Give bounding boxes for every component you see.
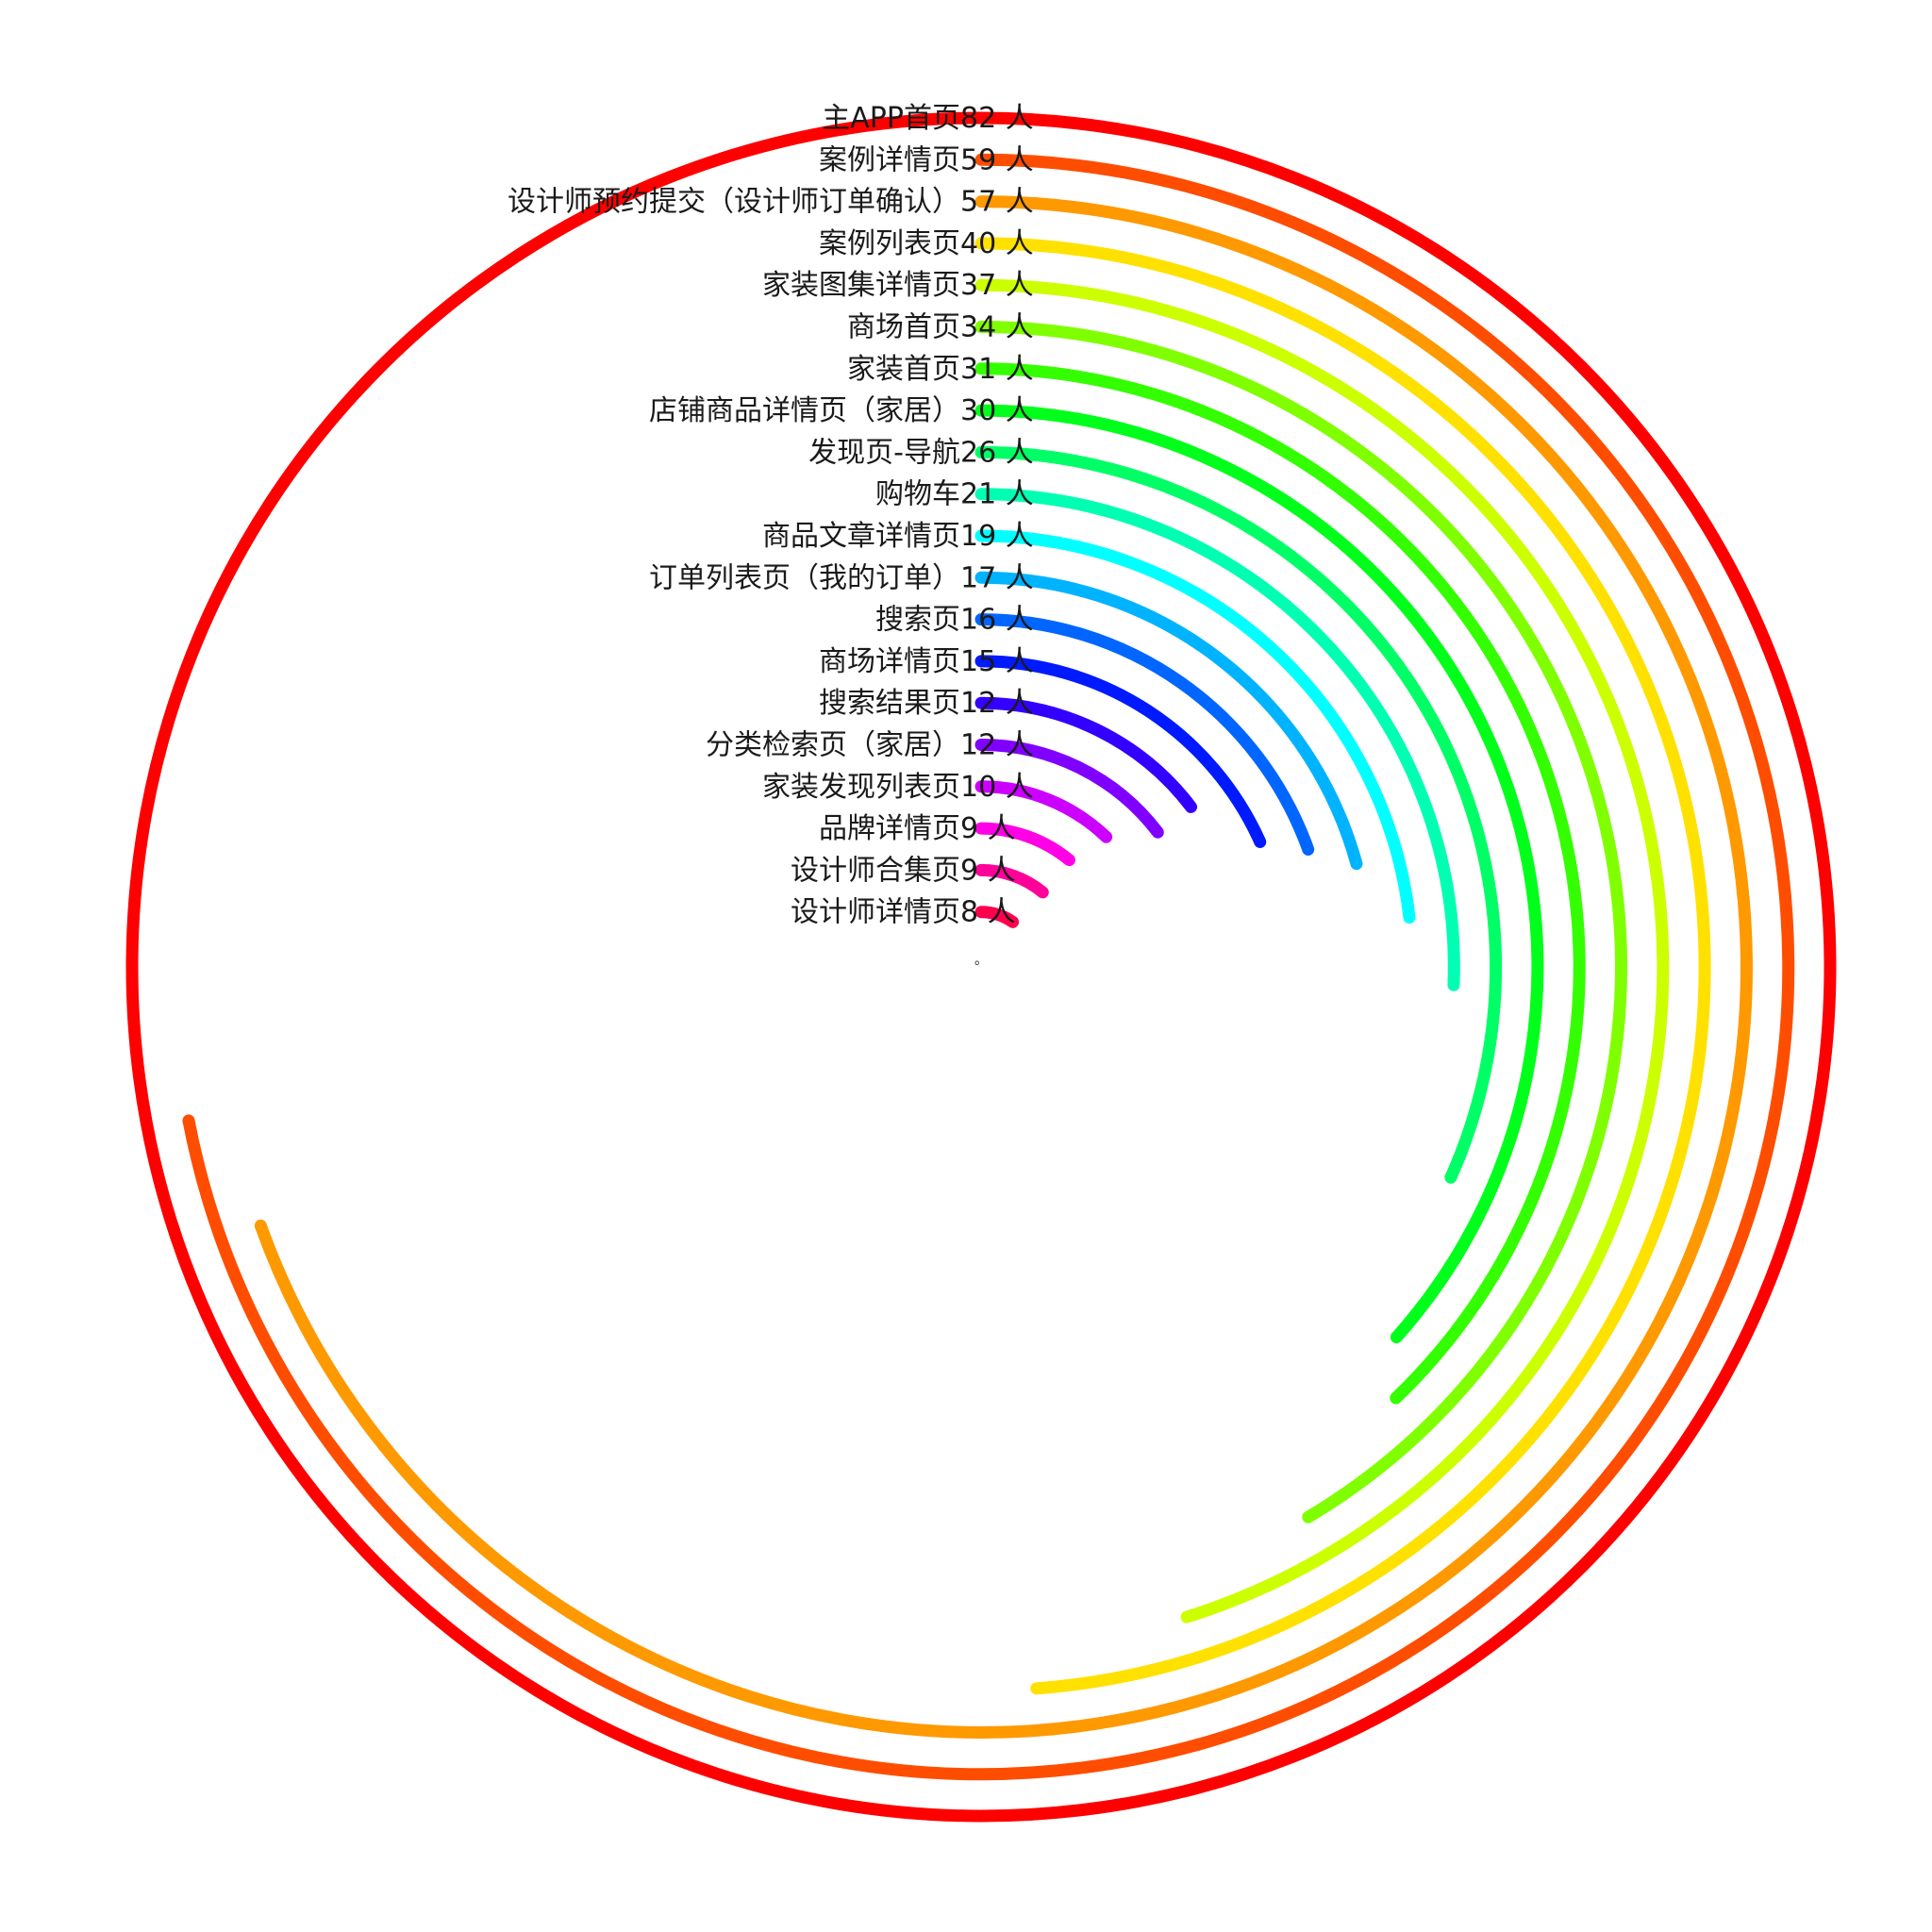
value-label-13: 16 人 xyxy=(960,604,1034,637)
series-label-5: 家装图集详情页 xyxy=(762,269,960,302)
arc-2 xyxy=(182,153,1795,1781)
value-label-15: 12 人 xyxy=(960,687,1034,720)
series-label-17: 家装发现列表页 xyxy=(762,771,960,804)
arc-15 xyxy=(974,696,1198,813)
series-label-10: 购物车 xyxy=(875,478,960,511)
value-label-16: 12 人 xyxy=(960,729,1034,762)
value-label-4: 40 人 xyxy=(960,227,1034,260)
value-label-6: 34 人 xyxy=(960,311,1034,344)
value-label-19: 9 人 xyxy=(960,854,1016,887)
arc-9 xyxy=(974,445,1503,1184)
arc-6 xyxy=(974,321,1627,1524)
arc-13 xyxy=(974,613,1315,856)
value-label-11: 19 人 xyxy=(960,520,1034,553)
series-label-9: 发现页-导航 xyxy=(808,436,960,469)
series-label-18: 品牌详情页 xyxy=(819,812,960,845)
arc-12 xyxy=(974,571,1363,871)
series-label-19: 设计师合集页 xyxy=(791,854,960,887)
value-label-9: 26 人 xyxy=(960,436,1034,469)
series-label-15: 搜索结果页 xyxy=(819,687,960,720)
series-label-1: 主APP首页 xyxy=(822,102,960,135)
arc-7 xyxy=(974,362,1586,1405)
arcs-group xyxy=(125,111,1837,1823)
arc-5 xyxy=(974,278,1670,1624)
value-label-2: 59 人 xyxy=(960,143,1034,176)
value-label-18: 9 人 xyxy=(960,812,1016,845)
value-label-12: 17 人 xyxy=(960,561,1034,594)
series-label-2: 案例详情页 xyxy=(819,143,960,176)
arc-19 xyxy=(974,863,1049,899)
value-label-8: 30 人 xyxy=(960,394,1034,427)
series-label-11: 商品文章详情页 xyxy=(762,520,960,553)
arc-11 xyxy=(974,529,1416,924)
value-label-20: 8 人 xyxy=(960,896,1016,929)
arc-3 xyxy=(254,195,1753,1739)
series-label-8: 店铺商品详情页（家居） xyxy=(649,394,960,427)
arc-16 xyxy=(974,739,1164,839)
value-label-10: 21 人 xyxy=(960,478,1034,511)
arc-18 xyxy=(974,822,1075,867)
series-label-20: 设计师详情页 xyxy=(791,896,960,929)
arc-20 xyxy=(974,906,1020,928)
arc-10 xyxy=(974,488,1460,991)
value-label-3: 57 人 xyxy=(960,186,1034,219)
arc-1 xyxy=(125,111,1837,1823)
value-label-17: 10 人 xyxy=(960,771,1034,804)
center-mark: 。 xyxy=(974,953,988,968)
arc-8 xyxy=(974,404,1544,1343)
series-label-6: 商场首页 xyxy=(847,311,960,344)
value-label-14: 15 人 xyxy=(960,645,1034,678)
arc-4 xyxy=(974,237,1711,1695)
series-label-14: 商场详情页 xyxy=(819,645,960,678)
value-label-7: 31 人 xyxy=(960,353,1034,386)
series-label-12: 订单列表页（我的订单） xyxy=(649,561,960,594)
series-label-7: 家装首页 xyxy=(847,353,960,386)
value-label-1: 82 人 xyxy=(960,102,1034,135)
arc-17 xyxy=(974,780,1113,843)
series-label-3: 设计师预约提交（设计师订单确认） xyxy=(508,186,960,219)
series-label-13: 搜索页 xyxy=(875,604,960,637)
arc-14 xyxy=(974,655,1267,848)
value-label-5: 37 人 xyxy=(960,269,1034,302)
series-label-4: 案例列表页 xyxy=(819,227,960,260)
series-label-16: 分类检索页（家居） xyxy=(706,729,960,762)
